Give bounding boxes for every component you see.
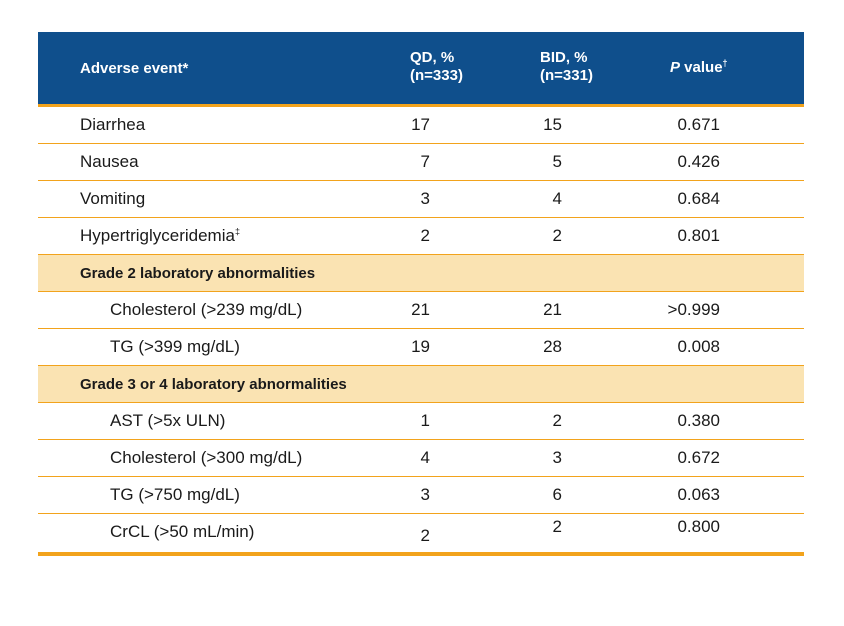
row-p-value: 0.684 xyxy=(677,189,720,208)
table-row: CrCL (>50 mL/min) 2 2 0.800 xyxy=(38,514,804,556)
row-bid: 2 xyxy=(552,517,562,536)
row-qd: 2 xyxy=(420,526,430,545)
section-header-grade-2: Grade 2 laboratory abnormalities xyxy=(38,255,804,292)
row-qd: 7 xyxy=(420,152,430,171)
table-row: Cholesterol (>239 mg/dL) 21 21 >0.999 xyxy=(38,292,804,329)
header-bid-line1: BID, % xyxy=(540,49,588,66)
row-label: TG (>399 mg/dL) xyxy=(110,337,240,356)
header-adverse-event: Adverse event* xyxy=(80,60,189,77)
row-p-value: 0.426 xyxy=(677,152,720,171)
row-bid: 5 xyxy=(552,152,562,171)
row-label: TG (>750 mg/dL) xyxy=(110,485,240,504)
header-qd-line2: (n=333) xyxy=(410,67,463,84)
row-label: Hypertriglyceridemia‡ xyxy=(80,226,240,246)
row-bid: 2 xyxy=(552,411,562,430)
row-qd: 19 xyxy=(411,337,430,356)
row-bid: 4 xyxy=(552,189,562,208)
row-bid: 28 xyxy=(543,337,562,356)
section-header-grade-3-4: Grade 3 or 4 laboratory abnormalities xyxy=(38,366,804,403)
table-row: TG (>399 mg/dL) 19 28 0.008 xyxy=(38,329,804,366)
row-p-value: 0.672 xyxy=(677,448,720,467)
row-label: CrCL (>50 mL/min) xyxy=(110,522,255,541)
header-bid: BID, % (n=331) xyxy=(540,49,593,85)
section-title: Grade 3 or 4 laboratory abnormalities xyxy=(80,376,347,393)
double-dagger-mark: ‡ xyxy=(234,226,240,237)
table-header: Adverse event* QD, % (n=333) BID, % (n=3… xyxy=(38,32,804,107)
section-title: Grade 2 laboratory abnormalities xyxy=(80,265,316,282)
header-p-italic: P xyxy=(670,59,681,76)
row-qd: 21 xyxy=(411,300,430,319)
row-bid: 3 xyxy=(552,448,562,467)
row-qd: 3 xyxy=(420,189,430,208)
row-label: AST (>5x ULN) xyxy=(110,411,226,430)
row-qd: 2 xyxy=(420,226,430,245)
row-label-text: Hypertriglyceridemia xyxy=(80,226,235,245)
row-bid: 21 xyxy=(543,300,562,319)
table-row: TG (>750 mg/dL) 3 6 0.063 xyxy=(38,477,804,514)
row-label: Vomiting xyxy=(80,189,146,208)
row-p-value: 0.008 xyxy=(677,337,720,356)
table-row: Vomiting 3 4 0.684 xyxy=(38,181,804,218)
row-p-value: 0.671 xyxy=(677,115,720,134)
table-row: AST (>5x ULN) 1 2 0.380 xyxy=(38,403,804,440)
header-p-value: P value† xyxy=(670,59,728,77)
row-p-value: 0.380 xyxy=(677,411,720,430)
row-p-value: 0.800 xyxy=(677,517,720,536)
row-qd: 3 xyxy=(420,485,430,504)
row-label: Cholesterol (>239 mg/dL) xyxy=(110,300,303,319)
table-row: Hypertriglyceridemia‡ 2 2 0.801 xyxy=(38,218,804,255)
header-qd-line1: QD, % xyxy=(410,49,455,66)
row-p-value: 0.063 xyxy=(677,485,720,504)
header-p-dagger: † xyxy=(722,58,728,68)
table-row: Nausea 7 5 0.426 xyxy=(38,144,804,181)
row-bid: 15 xyxy=(543,115,562,134)
row-label: Diarrhea xyxy=(80,115,146,134)
row-qd: 1 xyxy=(420,411,430,430)
header-p-rest: value xyxy=(680,59,723,76)
row-bid: 6 xyxy=(552,485,562,504)
row-qd: 17 xyxy=(411,115,430,134)
adverse-events-table: Adverse event* QD, % (n=333) BID, % (n=3… xyxy=(38,32,804,556)
row-qd: 4 xyxy=(420,448,430,467)
row-label: Nausea xyxy=(80,152,139,171)
header-qd: QD, % (n=333) xyxy=(410,49,463,85)
row-p-value: 0.801 xyxy=(677,226,720,245)
table-row: Cholesterol (>300 mg/dL) 4 3 0.672 xyxy=(38,440,804,477)
row-label: Cholesterol (>300 mg/dL) xyxy=(110,448,303,467)
row-p-value: >0.999 xyxy=(667,300,720,319)
row-bid: 2 xyxy=(552,226,562,245)
header-bid-line2: (n=331) xyxy=(540,67,593,84)
table-row: Diarrhea 17 15 0.671 xyxy=(38,107,804,144)
